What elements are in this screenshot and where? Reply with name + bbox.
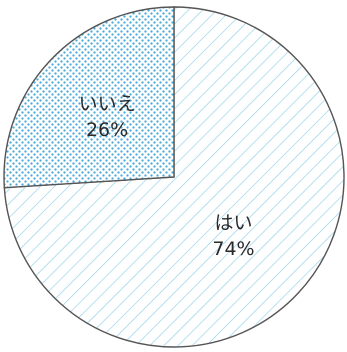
slice-label: はい bbox=[214, 212, 252, 234]
slice-percent-label: 74% bbox=[212, 238, 254, 260]
slice-percent-label: 26% bbox=[86, 119, 128, 141]
pie-slice-iie bbox=[3, 6, 175, 189]
slice-label: いいえ bbox=[79, 93, 136, 115]
